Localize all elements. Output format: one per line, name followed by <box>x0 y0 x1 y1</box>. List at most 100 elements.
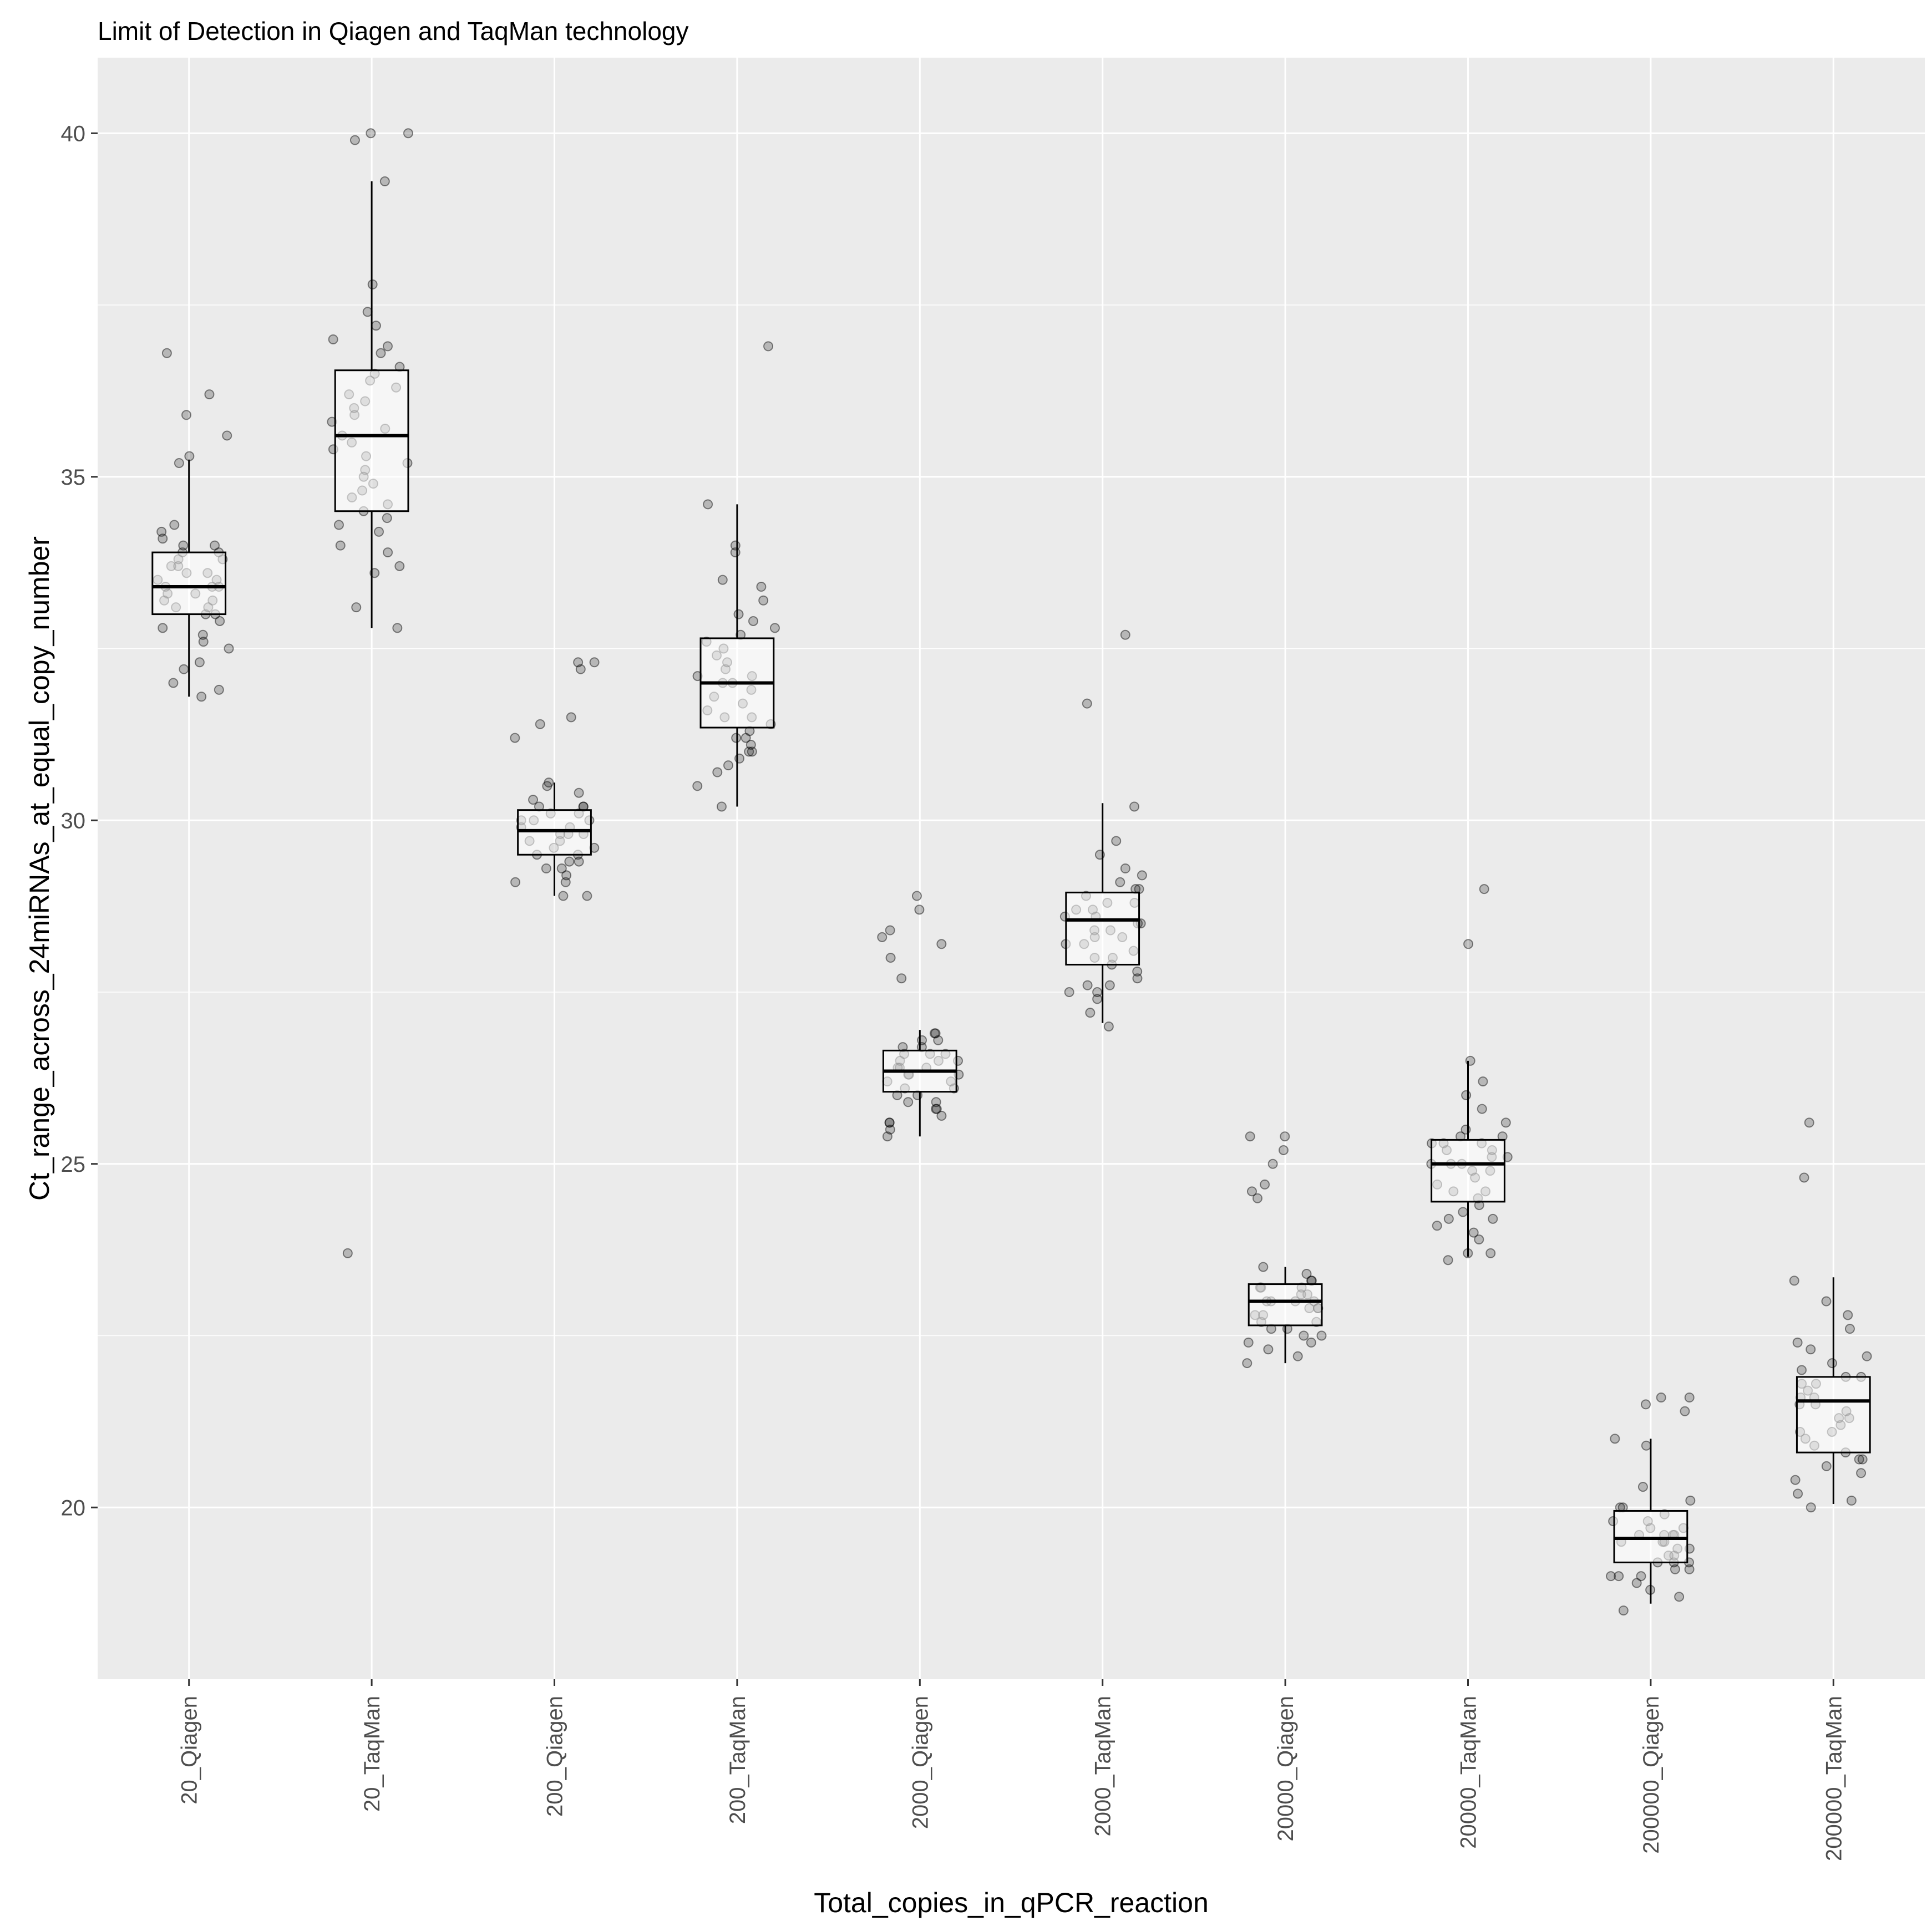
data-point <box>542 781 552 791</box>
data-point <box>196 692 207 702</box>
data-point <box>1637 1482 1648 1492</box>
data-point <box>1243 1337 1254 1348</box>
data-point <box>741 733 751 743</box>
data-point <box>376 348 386 358</box>
data-point <box>383 547 393 558</box>
data-point <box>392 623 403 633</box>
data-point <box>564 856 575 867</box>
x-axis: 20_Qiagen 20_TaqMan 200_Qiagen 200_TaqMan 20… <box>178 1679 1846 1861</box>
data-point <box>1631 1578 1642 1588</box>
data-point <box>903 1097 914 1107</box>
data-point <box>884 1117 895 1128</box>
data-point <box>169 520 180 530</box>
box-200_TaqMan <box>699 504 775 807</box>
data-point <box>1806 1502 1816 1513</box>
data-point <box>589 657 600 668</box>
box-20000_TaqMan <box>1431 1060 1505 1257</box>
data-point <box>561 870 572 881</box>
data-point <box>1636 1571 1646 1582</box>
data-point <box>1474 1234 1484 1245</box>
data-point <box>731 733 742 743</box>
y-axis: 20 25 30 35 40 <box>61 121 98 1520</box>
data-point <box>510 733 520 743</box>
x-tick-label: 200000_Qiagen <box>1639 1696 1664 1854</box>
data-point <box>560 877 571 887</box>
data-point <box>885 953 896 963</box>
data-point <box>885 1124 895 1135</box>
data-point <box>1120 863 1130 873</box>
x-tick-label: 20_Qiagen <box>178 1696 202 1805</box>
data-point <box>1082 980 1093 990</box>
data-point <box>582 891 592 901</box>
data-point <box>1610 1434 1620 1444</box>
data-point <box>573 657 584 668</box>
data-point <box>1278 1145 1289 1155</box>
data-point <box>1478 1076 1488 1087</box>
data-point <box>1132 966 1143 977</box>
data-point <box>1115 877 1125 887</box>
data-point <box>1085 1008 1096 1018</box>
data-point <box>342 1248 353 1258</box>
data-point <box>1082 698 1092 709</box>
data-point <box>1614 1571 1624 1582</box>
data-point <box>717 575 728 585</box>
data-point <box>933 1035 944 1045</box>
data-point <box>1797 1365 1807 1375</box>
data-point <box>1263 1344 1274 1355</box>
boxes <box>151 181 1871 1604</box>
data-point <box>371 321 381 331</box>
data-point <box>367 279 378 289</box>
data-point <box>1443 1213 1454 1224</box>
data-point <box>184 451 195 461</box>
data-point <box>1789 1275 1799 1286</box>
x-tick-label: 20000_Qiagen <box>1274 1696 1298 1841</box>
data-point <box>1806 1344 1816 1355</box>
data-point <box>1111 836 1122 846</box>
data-point <box>1670 1564 1680 1574</box>
x-tick-label: 20000_TaqMan <box>1457 1696 1481 1849</box>
data-point <box>566 712 576 723</box>
box-200_Qiagen <box>517 782 592 896</box>
y-tick-label: 35 <box>61 465 86 490</box>
data-point <box>556 863 567 873</box>
data-point <box>382 341 393 352</box>
data-point <box>1641 1399 1651 1410</box>
data-point <box>1843 1310 1853 1320</box>
data-point <box>161 348 172 358</box>
data-point <box>178 540 189 551</box>
y-axis-title: Ct_range_across_24miRNAs_at_equal_copy_n… <box>24 536 55 1201</box>
x-tick-label: 2000_TaqMan <box>1091 1696 1115 1837</box>
data-point <box>884 1117 895 1128</box>
data-point <box>1267 1158 1278 1169</box>
data-point <box>1292 1351 1303 1361</box>
box-20000_Qiagen <box>1248 1267 1323 1364</box>
data-point <box>1280 1131 1290 1142</box>
box-body <box>1796 1376 1871 1454</box>
data-point <box>541 863 551 873</box>
x-tick-label: 200000_TaqMan <box>1822 1696 1846 1861</box>
data-point <box>1618 1605 1629 1616</box>
data-point <box>703 499 713 510</box>
data-point <box>382 513 392 524</box>
data-point <box>769 623 780 633</box>
box-body <box>517 809 592 856</box>
x-tick-label: 200_TaqMan <box>726 1696 750 1824</box>
data-point <box>1684 1393 1695 1403</box>
x-tick-label: 2000_Qiagen <box>908 1696 932 1829</box>
data-point <box>156 526 167 537</box>
data-point <box>1299 1330 1309 1341</box>
data-point <box>158 623 168 633</box>
data-point <box>1821 1461 1832 1471</box>
data-point <box>1260 1179 1270 1190</box>
box-2000_Qiagen <box>882 1030 957 1137</box>
data-point <box>558 891 569 901</box>
data-point <box>1856 1468 1867 1478</box>
data-point <box>1656 1393 1666 1403</box>
data-point <box>746 739 756 750</box>
data-point <box>574 856 584 867</box>
data-point <box>1463 939 1474 949</box>
data-point <box>748 616 758 626</box>
data-point <box>1790 1475 1801 1485</box>
data-point <box>1120 629 1130 640</box>
data-point <box>723 760 733 771</box>
